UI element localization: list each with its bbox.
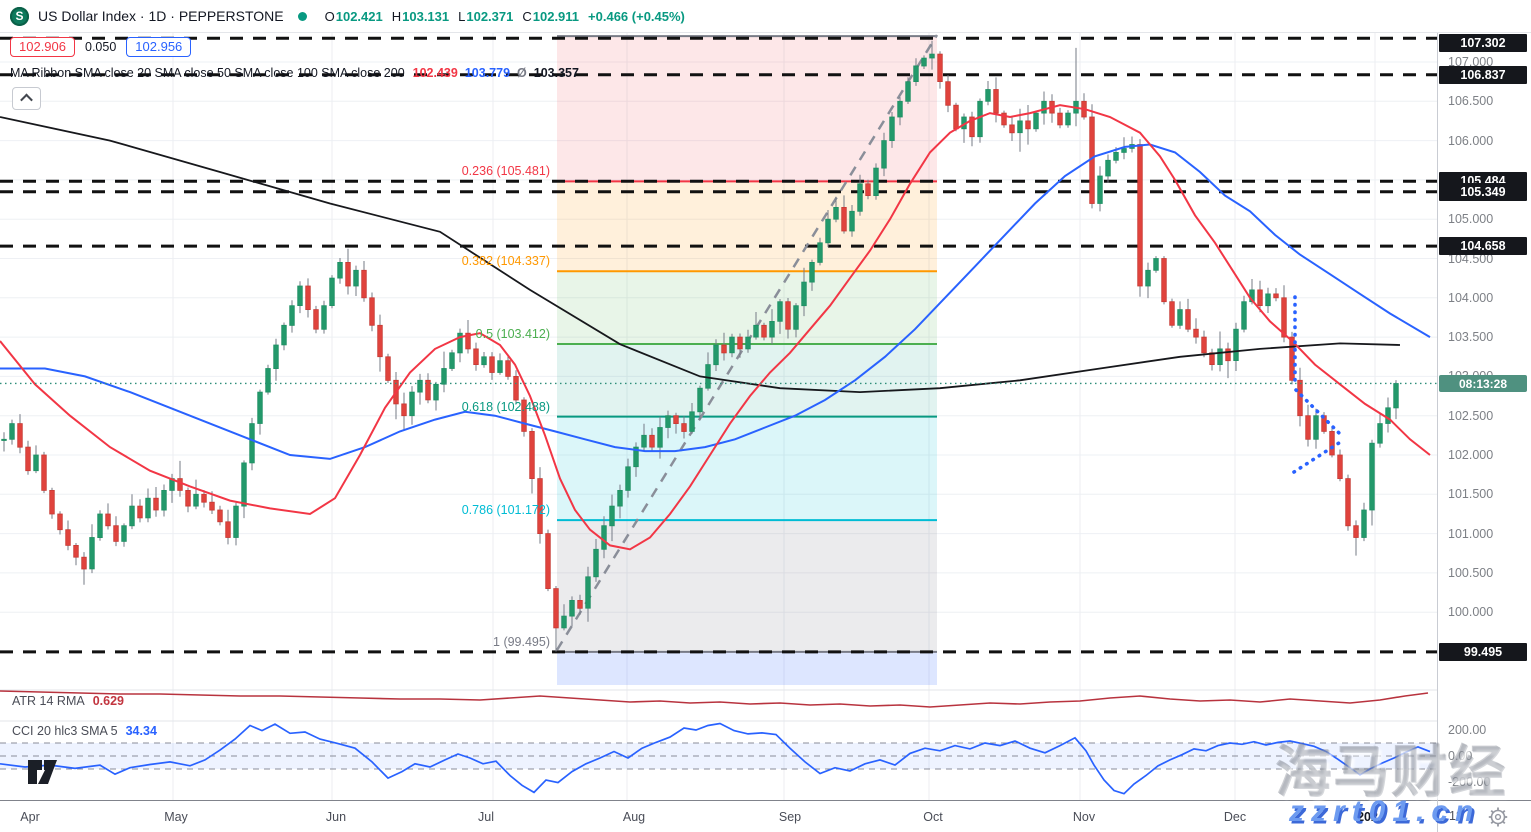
time-tick-Jun: Jun: [325, 810, 347, 824]
time-tick-Dec: Dec: [1223, 810, 1247, 824]
chevron-up-icon: [20, 93, 33, 107]
ohlc-open: O102.421: [324, 8, 383, 24]
ma-ribbon-values: 102.439 103.779 Ø 103.357: [413, 66, 586, 80]
cci-tick: -200.00: [1448, 775, 1491, 789]
atr-value: 0.629: [92, 694, 124, 708]
cci-label: CCI 20 hlc3 SMA 5: [12, 724, 118, 738]
fib-level-label: 1 (99.495): [493, 634, 550, 649]
ohlc-low: L102.371: [458, 8, 514, 24]
quote-row: 102.906 0.050 102.956: [10, 37, 192, 57]
price-tick: 107.000: [1448, 55, 1494, 69]
fib-level-label: 0.786 (101.172): [461, 503, 550, 518]
price-tick: 101.000: [1448, 526, 1494, 541]
price-tick: 100.500: [1448, 565, 1494, 580]
price-tick: 101.500: [1448, 487, 1494, 502]
time-tick-Nov: Nov: [1072, 810, 1096, 824]
market-status-icon: [297, 11, 307, 21]
sell-price-button[interactable]: 102.906: [10, 37, 75, 57]
time-tick-Oct: Oct: [923, 810, 943, 824]
tradingview-logo[interactable]: [26, 757, 76, 787]
price-tick: 105.000: [1448, 212, 1494, 227]
change-value: +0.466 (+0.45%): [588, 8, 685, 24]
bar-countdown: 08:13:28: [1439, 375, 1527, 393]
gear-icon[interactable]: [1486, 806, 1510, 828]
ma-ribbon-legend[interactable]: MA Ribbon SMA close 20 SMA close 50 SMA …: [10, 66, 586, 80]
price-level-label: 104.658: [1439, 237, 1527, 256]
time-axis[interactable]: Apr May Jun Jul Aug Sep Oct Nov Dec 2024: [0, 800, 1437, 832]
cci-tick: 200.00: [1448, 723, 1487, 737]
symbol-logo-icon: S: [10, 6, 29, 26]
price-tick: 102.500: [1448, 408, 1494, 423]
time-tick-2024: 2024: [1357, 810, 1385, 824]
price-tick: 106.500: [1448, 94, 1494, 109]
cci-tick: 0.00: [1448, 749, 1473, 763]
cci-legend[interactable]: CCI 20 hlc3 SMA 5 34.34: [12, 724, 157, 738]
fib-level-label: 0.382 (104.337): [461, 254, 550, 269]
cci-value: 34.34: [125, 724, 157, 738]
spread-value: 0.050: [82, 40, 120, 54]
time-tick-Aug: Aug: [622, 810, 646, 824]
buy-price-button[interactable]: 102.956: [126, 37, 192, 57]
ma-value-1: 103.779: [464, 66, 511, 80]
price-tick: 106.000: [1448, 133, 1494, 148]
time-tick-Sep: Sep: [778, 810, 802, 824]
price-tick: 104.000: [1448, 290, 1494, 305]
ma-ribbon-label: MA Ribbon SMA close 20 SMA close 50 SMA …: [10, 66, 405, 80]
time-tick-Apr: Apr: [20, 810, 40, 824]
ohlc-close: C102.911: [522, 8, 580, 24]
ma-value-3: 103.357: [533, 66, 579, 80]
price-tick: 103.500: [1448, 330, 1494, 345]
fib-level-label: 0.5 (103.412): [475, 327, 550, 342]
price-tick: 100.000: [1448, 605, 1494, 620]
ma-value-0: 102.439: [412, 66, 458, 80]
fib-level-label: 0.236 (105.481): [461, 164, 550, 179]
atr-legend[interactable]: ATR 14 RMA 0.629: [12, 694, 124, 708]
collapse-legend-button[interactable]: [12, 87, 41, 110]
toolbar: S US Dollar Index · 1D · PEPPERSTONE O10…: [0, 0, 1531, 33]
price-tick: 102.000: [1448, 448, 1494, 462]
fib-level-label: 0.618 (102.488): [461, 399, 550, 414]
symbol-title[interactable]: US Dollar Index · 1D · PEPPERSTONE: [38, 8, 284, 24]
ohlc-values: O102.421 H103.131 L102.371 C102.911 +0.4…: [325, 9, 685, 24]
price-level-label: 99.495: [1439, 642, 1527, 661]
price-axis[interactable]: USD 107.000106.500106.000105.000104.5001…: [1437, 0, 1531, 832]
price-level-label: 107.302: [1439, 34, 1527, 52]
price-level-label: 105.349: [1439, 182, 1527, 201]
ma-value-2: Ø: [517, 66, 527, 80]
price-level-label: 106.837: [1439, 65, 1527, 84]
ohlc-high: H103.131: [391, 8, 450, 24]
time-tick-Jul: Jul: [478, 810, 494, 824]
atr-label: ATR 14 RMA: [12, 694, 85, 708]
corner-day-label: 18: [1449, 809, 1463, 823]
axis-corner: 18: [1437, 800, 1531, 832]
time-tick-May: May: [164, 810, 188, 824]
